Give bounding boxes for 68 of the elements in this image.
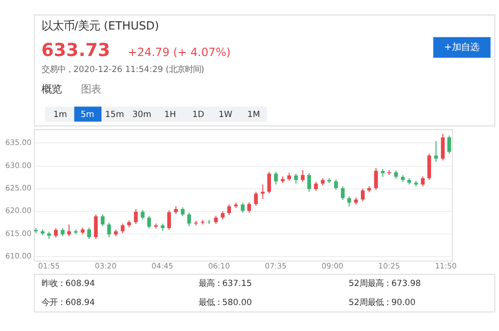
y-tick-label: 610.00: [5, 252, 32, 261]
candlestick: [447, 135, 452, 154]
candlestick: [187, 212, 191, 227]
text: +加自选: [444, 42, 479, 54]
text: 概览: [41, 84, 62, 96]
text: 52周最低：90.00: [348, 296, 416, 307]
x-tick-label: 07:35: [264, 262, 287, 271]
candlestick: [54, 228, 58, 238]
x-tick-label: 04:45: [152, 262, 174, 271]
x-tick-label: 06:10: [208, 262, 230, 271]
candlestick: [334, 179, 338, 190]
candlestick: [300, 170, 305, 182]
candlestick: [134, 208, 138, 224]
candlestick: [294, 173, 298, 184]
text: 最高：637.15: [198, 278, 252, 288]
text: 15m: [105, 108, 124, 119]
candlestick: [274, 171, 278, 185]
candlestick: [207, 219, 211, 224]
candlestick: [314, 181, 318, 192]
text: 5m: [80, 108, 94, 119]
candlestick: [67, 224, 71, 237]
text: +24.79 (+ 4.07%): [128, 46, 231, 59]
text: 1m: [53, 108, 67, 119]
chart-title: 以太币/美元 (ETHUSD): [41, 20, 160, 33]
candlestick: [307, 172, 312, 192]
candlestick: [227, 204, 231, 216]
text: 1H: [164, 108, 176, 119]
candlestick: [167, 210, 171, 230]
candlestick: [254, 191, 258, 206]
x-tick-label: 10:25: [378, 262, 400, 271]
candlestick: [347, 196, 352, 208]
candlestick: [267, 171, 272, 194]
candlestick: [140, 209, 145, 220]
candlestick: [180, 206, 185, 217]
x-tick-label: 09:00: [322, 262, 344, 271]
candlestick: [240, 202, 245, 214]
text: 今开：608.94: [41, 296, 95, 307]
candlestick: [107, 222, 111, 238]
candlestick: [100, 214, 105, 227]
text: 30m: [132, 108, 152, 119]
y-tick-label: 630.00: [5, 160, 32, 170]
chart-subtitle: 633.73: [41, 40, 110, 61]
text: 1D: [192, 108, 204, 119]
candlestick: [94, 214, 98, 240]
candlestick: [420, 176, 425, 187]
candlestick: [340, 186, 345, 200]
candlestick: [440, 133, 445, 161]
candlestick: [360, 188, 365, 202]
text: 1W: [218, 108, 234, 119]
candlestick: [374, 168, 378, 190]
y-tick-label: 615.00: [5, 228, 32, 238]
text: 交易中，2020-12-26 11:54:29 (北京时间): [41, 64, 204, 74]
x-tick-label: 01:55: [38, 262, 60, 271]
x-tick-label: 03:20: [94, 262, 117, 271]
y-tick-label: 620.00: [5, 206, 32, 216]
y-tick-label: 625.00: [5, 183, 32, 192]
text: 昨收：608.94: [41, 278, 95, 288]
x-tick-label: 11:50: [435, 262, 457, 271]
text: 1M: [247, 108, 260, 119]
candlestick: [434, 140, 438, 162]
text: 52周最高：673.98: [348, 278, 421, 288]
candlestick: [147, 215, 151, 229]
candlestick: [427, 153, 432, 180]
text: 图表: [80, 84, 101, 96]
candlestick: [247, 202, 252, 214]
y-tick-label: 635.00: [5, 138, 32, 148]
text: 最低：580.00: [198, 296, 252, 307]
candlestick: [87, 227, 91, 240]
